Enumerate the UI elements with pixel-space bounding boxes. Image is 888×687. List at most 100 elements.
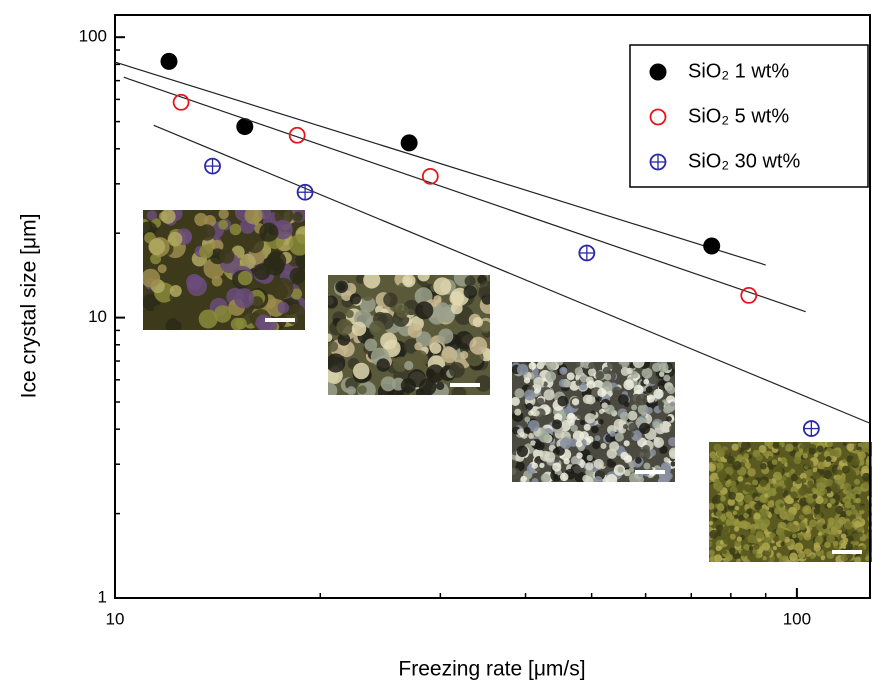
texture-dot (469, 336, 488, 355)
texture-dot (556, 362, 564, 366)
texture-dot (783, 479, 791, 487)
texture-dot (557, 395, 569, 407)
texture-dot (512, 467, 521, 480)
texture-dot (631, 371, 639, 379)
texture-dot (628, 472, 641, 482)
texture-dot (854, 541, 859, 546)
texture-dot (728, 491, 737, 500)
texture-dot (528, 433, 535, 439)
texture-dot (666, 415, 672, 422)
texture-dot (732, 461, 742, 471)
y-tick-label: 100 (79, 27, 107, 46)
texture-dot (854, 556, 862, 562)
texture-dot (441, 346, 458, 364)
texture-dot (623, 440, 630, 447)
texture-dot (658, 371, 665, 377)
texture-dot (620, 451, 629, 461)
texture-dot (803, 507, 809, 512)
texture-dot (152, 304, 166, 318)
legend-label: SiO₂ 30 wt% (688, 150, 800, 172)
texture-dot (586, 380, 596, 389)
texture-dot (714, 478, 720, 485)
texture-dot (614, 432, 624, 442)
texture-dot (757, 537, 762, 543)
texture-dot (747, 552, 756, 561)
texture-dot (744, 504, 750, 510)
texture-dot (741, 442, 751, 451)
texture-dot (838, 516, 847, 525)
marker-dot (400, 134, 418, 152)
texture-dot (836, 469, 843, 476)
texture-dot (809, 554, 815, 560)
texture-dot (857, 451, 866, 460)
texture-dot (793, 537, 800, 543)
texture-dot (792, 533, 797, 539)
texture-dot (536, 397, 545, 406)
texture-dot (716, 462, 724, 470)
marker-dot (649, 63, 667, 81)
texture-dot (748, 519, 753, 524)
texture-dot (814, 503, 821, 510)
texture-dot (533, 377, 545, 388)
texture-dot (593, 458, 604, 470)
texture-dot (666, 385, 675, 395)
texture-dot (658, 383, 666, 391)
texture-dot (229, 223, 242, 236)
texture-dot (574, 367, 583, 376)
texture-dot (663, 374, 671, 382)
texture-dot (612, 386, 622, 397)
inset-image (512, 362, 675, 482)
texture-dot (253, 263, 271, 281)
texture-dot (731, 443, 739, 451)
texture-dot (714, 482, 724, 492)
texture-dot (729, 480, 737, 488)
texture-dot (514, 408, 522, 416)
texture-dot (758, 508, 767, 516)
texture-dot (218, 210, 229, 220)
texture-dot (593, 476, 603, 482)
scale-bar (450, 383, 480, 387)
texture-dot (600, 442, 607, 450)
texture-dot (328, 295, 338, 309)
texture-dot (605, 474, 618, 482)
texture-dot (670, 461, 675, 467)
texture-dot (791, 486, 798, 492)
texture-dot (472, 317, 483, 328)
texture-dot (805, 469, 813, 477)
texture-dot (783, 489, 789, 495)
texture-dot (604, 404, 615, 415)
texture-dot (400, 378, 416, 394)
texture-dot (729, 547, 736, 555)
texture-dot (576, 452, 583, 459)
texture-dot (844, 501, 852, 509)
texture-dot (862, 544, 867, 549)
texture-dot (345, 309, 354, 319)
texture-dot (861, 465, 870, 474)
texture-dot (860, 442, 866, 445)
texture-dot (754, 496, 760, 502)
texture-dot (585, 462, 594, 471)
texture-dot (438, 328, 454, 344)
texture-dot (824, 558, 829, 562)
texture-dot (566, 372, 575, 381)
texture-dot (475, 375, 490, 392)
texture-dot (820, 555, 826, 561)
texture-dot (341, 290, 352, 301)
texture-dot (198, 309, 218, 329)
texture-dot (713, 443, 722, 452)
texture-dot (709, 488, 713, 493)
texture-dot (244, 210, 263, 225)
texture-dot (349, 293, 361, 305)
texture-dot (853, 489, 859, 494)
texture-dot (790, 473, 799, 482)
texture-dot (546, 362, 557, 371)
texture-dot (199, 244, 214, 259)
texture-dot (832, 540, 839, 547)
texture-dot (246, 235, 264, 254)
marker-ring (740, 286, 758, 304)
texture-dot (862, 472, 871, 482)
inset-image (143, 210, 305, 330)
texture-dot (380, 332, 398, 350)
marker (160, 52, 178, 70)
texture-dot (160, 210, 176, 224)
